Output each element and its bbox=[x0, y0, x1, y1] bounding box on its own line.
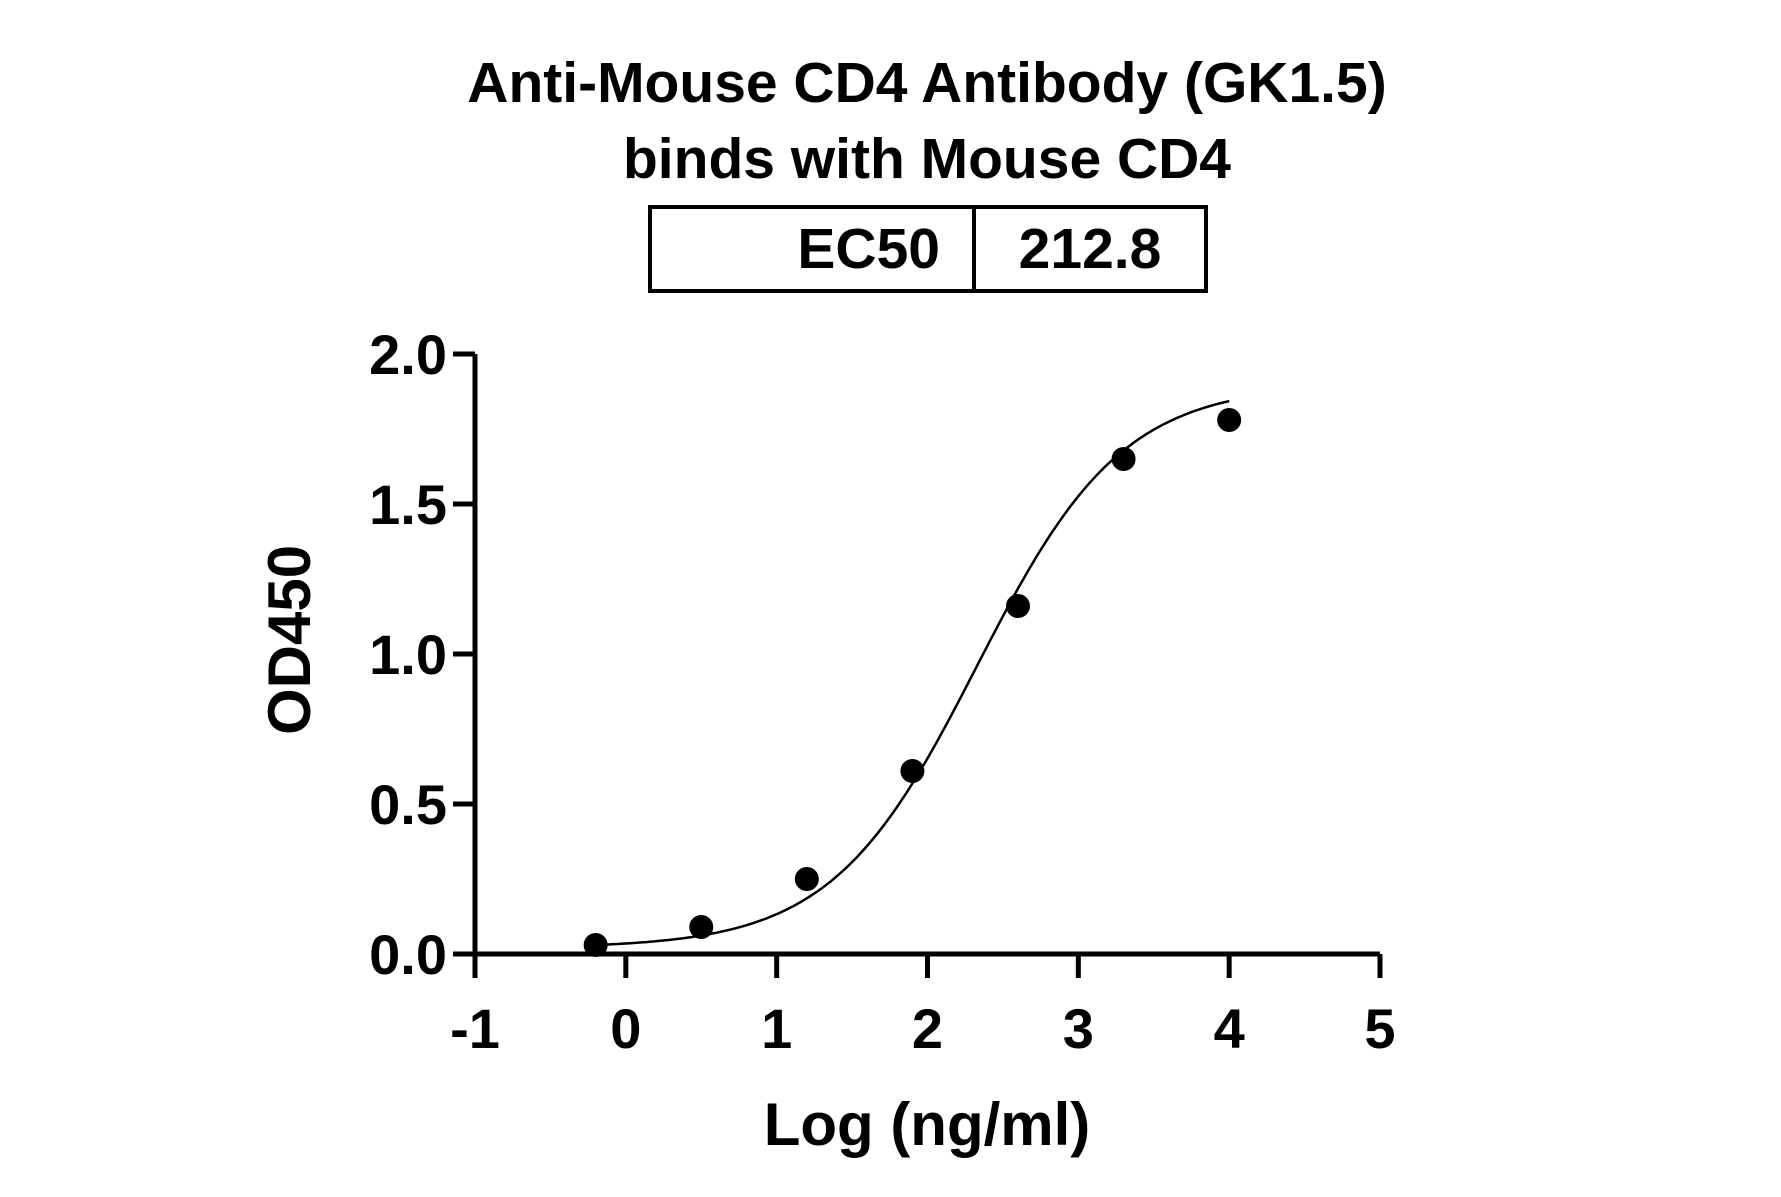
x-tick-label: 2 bbox=[912, 997, 943, 1060]
data-points bbox=[583, 408, 1242, 957]
data-point bbox=[794, 867, 819, 891]
y-tick-label: 2.0 bbox=[369, 323, 447, 386]
fit-curve bbox=[595, 399, 1230, 947]
data-point bbox=[689, 915, 714, 939]
y-tick-label: 1.0 bbox=[369, 623, 447, 686]
x-tick-label: 1 bbox=[761, 997, 792, 1060]
data-point bbox=[583, 933, 608, 957]
axes: 0.0 0.5 1.0 1.5 2.0 -1 0 1 2 3 4 5 bbox=[369, 323, 1395, 1060]
ec50-table: EC50 212.8 bbox=[648, 205, 1208, 293]
data-point bbox=[1111, 447, 1136, 471]
chart-title-line-2: binds with Mouse CD4 bbox=[623, 127, 1231, 191]
ec50-value: 212.8 bbox=[1019, 217, 1162, 281]
x-tick-label: -1 bbox=[450, 997, 500, 1060]
x-axis-label: Log (ng/ml) bbox=[764, 1091, 1091, 1158]
x-tick-label: 5 bbox=[1364, 997, 1395, 1060]
x-tick-label: 0 bbox=[610, 997, 641, 1060]
ec50-label: EC50 bbox=[797, 217, 940, 281]
data-point bbox=[1006, 594, 1030, 618]
y-tick-label: 1.5 bbox=[369, 473, 447, 536]
data-point bbox=[900, 759, 925, 783]
x-tick-label: 3 bbox=[1063, 997, 1094, 1060]
y-axis-label: OD450 bbox=[256, 545, 323, 735]
y-tick-label: 0.0 bbox=[369, 923, 447, 986]
y-tick-label: 0.5 bbox=[369, 773, 447, 836]
chart-title-line-1: Anti-Mouse CD4 Antibody (GK1.5) bbox=[467, 51, 1386, 115]
x-tick-label: 4 bbox=[1214, 997, 1245, 1060]
data-point bbox=[1217, 408, 1242, 432]
